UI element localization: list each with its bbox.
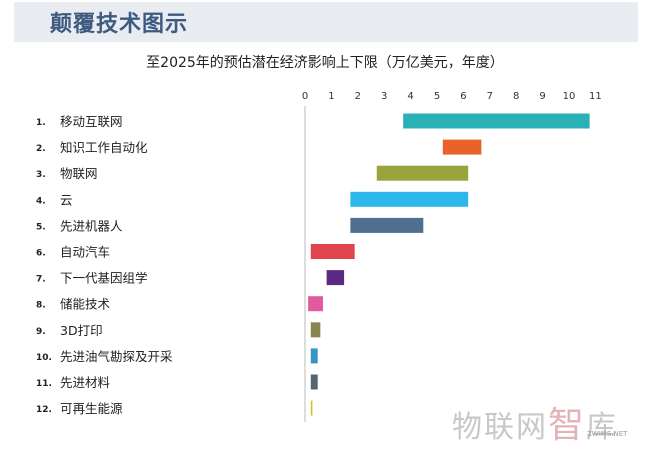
x-tick-label: 3 (381, 91, 387, 102)
category-label: 下一代基因组学 (60, 271, 148, 286)
range-bar (307, 295, 324, 313)
category-number: 6. (36, 249, 46, 259)
watermark-text-b: 智 (548, 405, 587, 446)
x-tick-label: 6 (460, 91, 466, 102)
category-number: 4. (36, 196, 46, 206)
range-bar (441, 138, 483, 156)
watermark-text-a: 物联网 (452, 410, 548, 445)
category-label: 可再生能源 (60, 401, 123, 416)
category-number: 12. (36, 405, 52, 415)
category-label: 储能技术 (60, 297, 111, 312)
x-tick-label: 1 (328, 91, 334, 102)
category-label: 知识工作自动化 (60, 140, 148, 155)
range-bar (309, 373, 319, 391)
range-bar (309, 347, 319, 365)
range-bar (309, 399, 314, 417)
x-tick-label: 11 (589, 91, 602, 102)
category-label: 先进材料 (60, 375, 111, 390)
category-label: 先进油气勘探及开采 (60, 349, 173, 364)
category-label: 移动互联网 (60, 114, 123, 129)
x-tick-label: 8 (513, 91, 519, 102)
x-tick-label: 9 (539, 91, 545, 102)
range-bar (402, 112, 591, 130)
x-tick-label: 4 (407, 91, 413, 102)
x-tick-label: 10 (563, 91, 576, 102)
page-title: 颠覆技术图示 (50, 12, 189, 37)
category-label: 物联网 (60, 166, 98, 181)
category-number: 9. (36, 327, 46, 337)
x-tick-label: 7 (487, 91, 493, 102)
range-bar (325, 269, 346, 287)
watermark-text-c: 库 (586, 410, 619, 445)
x-tick-label: 2 (355, 91, 361, 102)
category-number: 3. (36, 170, 46, 180)
header-band (14, 2, 638, 42)
category-label: 云 (60, 192, 73, 207)
x-tick-label: 0 (302, 91, 308, 102)
range-bar (349, 216, 425, 234)
category-number: 1. (36, 118, 46, 128)
range-bar (309, 243, 356, 260)
range-bar (309, 321, 322, 339)
category-label: 3D打印 (60, 323, 103, 338)
category-number: 2. (36, 144, 46, 154)
category-number: 7. (36, 275, 46, 285)
range-bar (375, 164, 470, 182)
range-bar (349, 190, 470, 208)
x-tick-label: 5 (434, 91, 440, 102)
category-label: 自动汽车 (60, 245, 110, 260)
category-number: 11. (36, 379, 52, 389)
chart-title: 至2025年的预估潜在经济影响上下限（万亿美元，年度） (146, 55, 504, 71)
category-number: 10. (36, 353, 52, 363)
category-number: 8. (36, 301, 46, 311)
watermark-url: ZWIMS.NET (587, 430, 628, 438)
watermark-logo: 物联网智库 (452, 396, 618, 448)
category-label: 先进机器人 (60, 218, 123, 233)
category-number: 5. (36, 222, 46, 232)
